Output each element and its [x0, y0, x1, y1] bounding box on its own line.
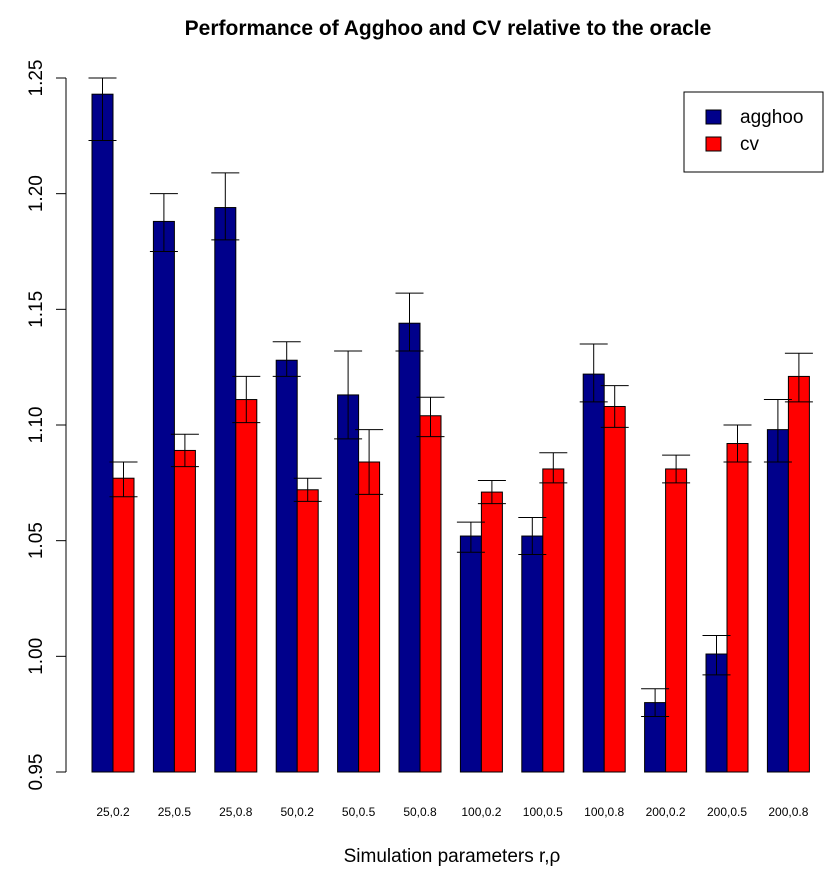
x-tick-label: 25,0.8 [219, 805, 253, 819]
y-tick-label: 1.05 [26, 522, 47, 559]
bar-agghoo-100,0.2 [459, 535, 482, 773]
bar-cv-100,0.2 [480, 491, 503, 773]
x-tick-label: 50,0.5 [342, 805, 376, 819]
bar-agghoo-50,0.2 [275, 359, 298, 773]
bar-cv-100,0.8 [603, 405, 626, 773]
y-axis-ticks: 0.95 1.00 1.05 1.10 1.15 1.20 1.25 [26, 60, 66, 791]
x-tick-label: 25,0.2 [96, 805, 130, 819]
bar-cv-200,0.5 [726, 443, 749, 773]
y-tick-label: 0.95 [26, 754, 47, 791]
legend: agghoo cv [683, 91, 824, 173]
x-tick-label: 100,0.5 [523, 805, 563, 819]
legend-label-agghoo: agghoo [740, 107, 803, 128]
bar-agghoo-200,0.8 [766, 429, 789, 773]
bar-agghoo-25,0.5 [152, 220, 175, 773]
y-tick-label: 1.20 [26, 175, 47, 212]
x-tick-label: 50,0.8 [403, 805, 437, 819]
y-tick-label: 1.10 [26, 407, 47, 444]
bar-agghoo-50,0.5 [337, 394, 360, 773]
bar-cv-25,0.2 [112, 477, 135, 773]
x-tick-label: 100,0.2 [461, 805, 501, 819]
bar-cv-25,0.8 [235, 399, 258, 773]
x-tick-label: 200,0.2 [646, 805, 686, 819]
chart-title: Performance of Agghoo and CV relative to… [185, 17, 712, 40]
legend-box [683, 91, 824, 173]
bars [91, 93, 810, 773]
x-tick-label: 200,0.5 [707, 805, 747, 819]
x-tick-label: 25,0.5 [158, 805, 192, 819]
legend-swatch-agghoo [705, 109, 722, 125]
y-tick-label: 1.25 [26, 60, 47, 97]
bar-agghoo-50,0.8 [398, 322, 421, 773]
x-axis-tick-labels: 25,0.2 25,0.5 25,0.8 50,0.2 50,0.5 50,0.8 100,… [96, 805, 808, 819]
x-axis-label: Simulation parameters r,ρ [344, 846, 561, 867]
x-tick-label: 50,0.2 [281, 805, 315, 819]
bar-cv-200,0.2 [665, 468, 688, 773]
bar-agghoo-100,0.5 [521, 535, 544, 773]
bar-cv-50,0.2 [296, 489, 319, 773]
bar-cv-100,0.5 [542, 468, 565, 773]
x-tick-label: 200,0.8 [768, 805, 808, 819]
y-tick-label: 1.15 [26, 291, 47, 328]
error-bars [88, 77, 813, 717]
bar-agghoo-100,0.8 [582, 373, 605, 773]
bar-cv-50,0.5 [358, 461, 381, 773]
x-tick-label: 100,0.8 [584, 805, 624, 819]
legend-swatch-cv [705, 136, 722, 152]
legend-label-cv: cv [740, 134, 760, 155]
bar-agghoo-25,0.2 [91, 93, 114, 773]
y-tick-label: 1.00 [26, 638, 47, 675]
bar-cv-25,0.5 [173, 449, 196, 773]
bar-cv-50,0.8 [419, 415, 442, 773]
bar-cv-200,0.8 [787, 375, 810, 773]
bar-agghoo-25,0.8 [214, 207, 237, 773]
